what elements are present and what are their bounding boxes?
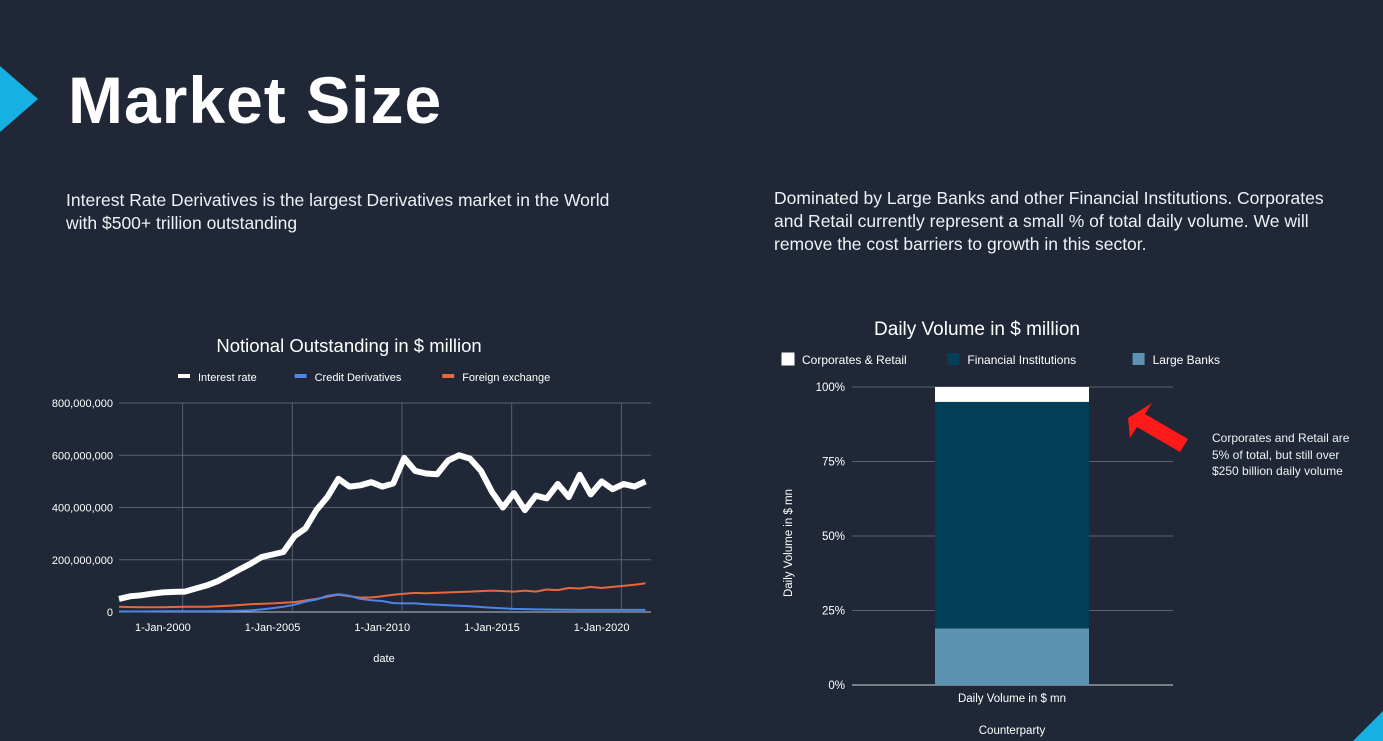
- accent-triangle: [0, 66, 38, 132]
- page-title: Market Size: [68, 63, 443, 137]
- legend-swatch-credit-derivatives: [294, 374, 307, 378]
- bar-segment-corporates-retail: [935, 387, 1089, 402]
- line-chart-series: [118, 452, 647, 613]
- y-tick-label-200-000-000: 200,000,000: [52, 555, 113, 567]
- bar-chart-title: Daily Volume in $ million: [874, 319, 1080, 340]
- y-tick-label-600-000-000: 600,000,000: [52, 450, 113, 462]
- legend-label-large-banks: Large Banks: [1153, 353, 1220, 367]
- bar-segment-large-banks: [935, 628, 1089, 685]
- line-chart-y-ticks: 0 200,000,000 400,000,000 600,000,000 800,00…: [52, 398, 113, 619]
- x-tick-label-1-jan-2010: 1-Jan-2010: [354, 622, 410, 634]
- x-tick-label-1-jan-2000: 1-Jan-2000: [135, 622, 191, 634]
- x-tick-label-1-jan-2015: 1-Jan-2015: [464, 622, 520, 634]
- corner-triangle: [1353, 711, 1383, 741]
- y-tick-label-100: 100%: [816, 382, 845, 394]
- red-arrow-icon: [1128, 403, 1188, 452]
- legend-label-financial-institutions: Financial Institutions: [967, 353, 1076, 367]
- bar-chart-bars: [935, 387, 1089, 685]
- line-chart-title: Notional Outstanding in $ million: [216, 335, 481, 356]
- bar-segment-financial-institutions: [935, 401, 1089, 629]
- legend-label-credit-derivatives: Credit Derivatives: [315, 372, 402, 384]
- legend-label-foreign-exchange: Foreign exchange: [462, 372, 550, 384]
- legend-swatch-corporates-retail: [781, 352, 795, 366]
- legend-swatch-financial-institutions: [947, 353, 960, 365]
- series-line-foreign-exchange: [118, 582, 646, 609]
- bar-category-label: Daily Volume in $ mn: [958, 693, 1066, 705]
- right-description: Dominated by Large Banks and other Finan…: [774, 188, 1324, 254]
- legend-label-corporates-retail: Corporates & Retail: [802, 353, 907, 367]
- line-chart-legend: Interest rate Credit Derivatives Foreign e…: [178, 372, 550, 384]
- annotation-note: Corporates and Retail are 5% of total, b…: [1212, 431, 1350, 478]
- legend-swatch-interest-rate: [178, 374, 190, 378]
- bar-chart-y-ticks: 0% 25% 50% 75% 100%: [816, 382, 845, 692]
- x-tick-label-1-jan-2005: 1-Jan-2005: [245, 622, 301, 634]
- y-tick-label-25: 25%: [822, 606, 845, 618]
- legend-swatch-large-banks: [1132, 353, 1145, 365]
- bar-chart-legend: Corporates & Retail Financial Institution…: [781, 352, 1220, 367]
- y-tick-label-0: 0%: [828, 680, 845, 692]
- left-description: Interest Rate Derivatives is the largest…: [66, 190, 610, 233]
- line-chart-grid: [119, 402, 651, 613]
- notional-line-chart: Notional Outstanding in $ million Intere…: [52, 335, 651, 665]
- bar-chart-x-label: Counterparty: [979, 725, 1046, 737]
- bar-chart-y-label: Daily Volume in $ mn: [783, 489, 795, 597]
- series-line-interest-rate: [118, 452, 647, 602]
- y-tick-label-50: 50%: [822, 531, 845, 543]
- y-tick-label-0: 0: [107, 607, 113, 619]
- x-tick-label-1-jan-2020: 1-Jan-2020: [574, 622, 630, 634]
- legend-swatch-foreign-exchange: [442, 374, 455, 378]
- daily-volume-bar-chart: Daily Volume in $ million Corporates & R…: [781, 319, 1220, 737]
- series-line-credit-derivatives: [119, 593, 646, 613]
- line-chart-x-ticks: 1-Jan-2000 1-Jan-2005 1-Jan-2010 1-Jan-2015…: [135, 622, 629, 634]
- legend-label-interest-rate: Interest rate: [198, 372, 257, 384]
- y-tick-label-75: 75%: [822, 457, 845, 469]
- y-tick-label-800-000-000: 800,000,000: [52, 398, 113, 410]
- line-chart-x-label: date: [373, 653, 394, 665]
- y-tick-label-400-000-000: 400,000,000: [52, 503, 113, 515]
